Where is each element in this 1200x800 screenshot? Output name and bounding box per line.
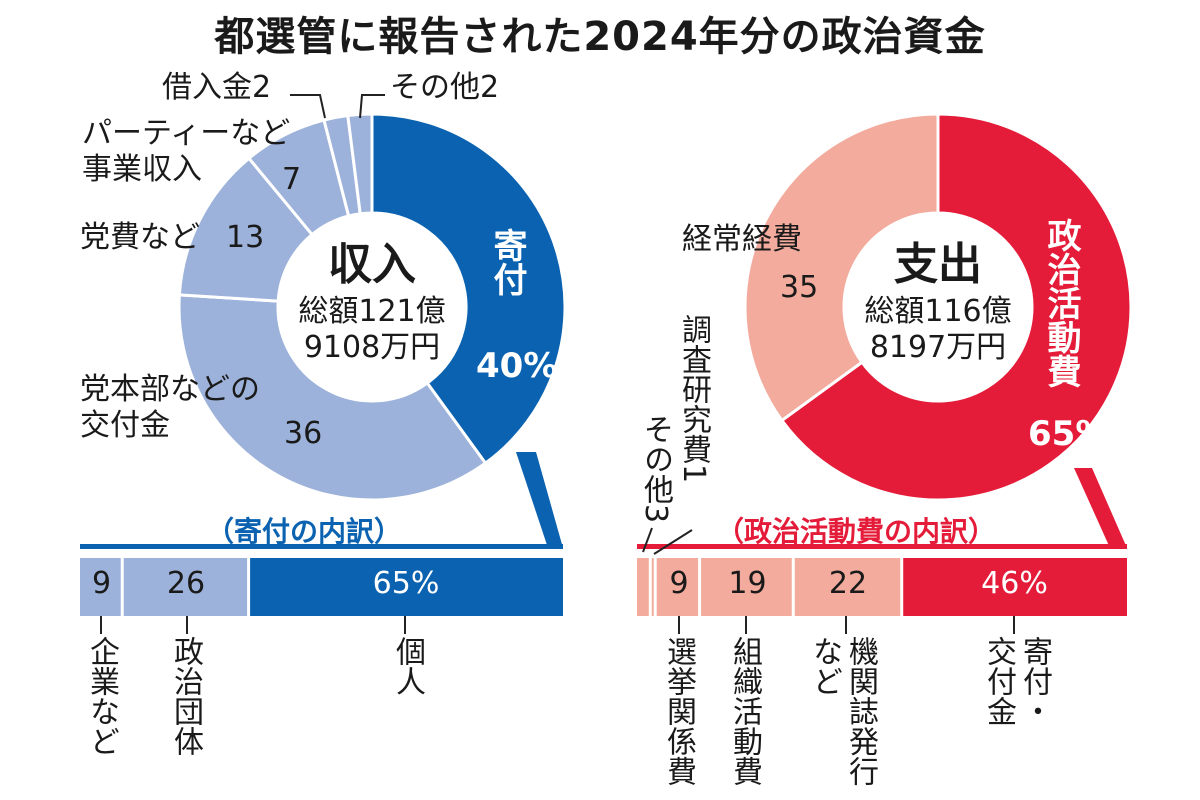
expense-slice-1	[743, 112, 940, 423]
value-political-groups: 26	[166, 566, 206, 601]
donation-bar-segment-1	[123, 558, 248, 616]
expense-total-line1: 総額116億	[864, 294, 1012, 329]
expense-slice-0	[779, 112, 1133, 502]
leader-activity-other	[642, 527, 653, 553]
label-activity-other: その他3	[638, 414, 673, 524]
income-slice-5	[346, 112, 374, 216]
value-party-fees: 13	[226, 220, 265, 255]
value-grants: 36	[284, 416, 323, 451]
value-companies: 9	[91, 566, 112, 601]
income-connector	[516, 452, 563, 548]
leader-research	[653, 529, 693, 555]
activity-bar-segment-4	[794, 558, 901, 616]
value-party-events: 7	[282, 162, 302, 197]
label-party-fees: 党費など	[80, 220, 200, 255]
value-individuals: 65%	[372, 566, 440, 601]
label-donations: 寄付	[487, 228, 527, 296]
expense-center-title: 支出	[894, 239, 982, 290]
income-connector-line	[80, 544, 563, 549]
leader-borrowing	[290, 94, 326, 119]
label-individuals: 個人	[390, 636, 425, 696]
income-total-line1: 総額121億	[298, 294, 446, 329]
income-total-line2: 9108万円	[303, 330, 441, 365]
label-research: 調査研究費1	[676, 314, 711, 484]
label-election: 選挙関係費	[661, 636, 696, 786]
value-organization: 19	[728, 566, 767, 601]
expense-connector	[1074, 468, 1127, 548]
label-donations-grants: 寄付・交付金	[981, 636, 1052, 726]
value-donations: 40%	[476, 346, 558, 386]
label-political-activities: 政治活動費	[1041, 218, 1081, 388]
label-income-other: その他2	[390, 70, 500, 105]
income-center-title: 収入	[328, 239, 416, 290]
activity-bar-segment-5	[903, 558, 1127, 616]
label-grants: 党本部などの交付金	[80, 372, 260, 443]
label-publications: 機関誌発行など	[807, 636, 878, 786]
value-political-activities: 65%	[1028, 414, 1110, 454]
label-political-groups: 政治団体	[168, 636, 203, 756]
expense-connector-line	[637, 544, 1127, 549]
value-election: 9	[669, 566, 689, 601]
label-party-events: パーティーなど事業収入	[82, 116, 291, 187]
label-organization: 組織活動費	[727, 636, 762, 786]
label-companies: 企業など	[84, 636, 119, 756]
donation-bar-segment-0	[80, 558, 121, 616]
label-borrowing: 借入金2	[162, 70, 272, 105]
label-operating: 経常経費	[682, 222, 802, 257]
income-slice-1	[177, 293, 488, 502]
value-publications: 22	[828, 566, 868, 601]
value-operating: 35	[780, 270, 819, 305]
income-slice-0	[370, 112, 567, 466]
donation-bar-segment-2	[250, 558, 563, 616]
activity-bar-segment-3	[701, 558, 792, 616]
value-donations-grants: 46%	[981, 566, 1048, 601]
activity-breakdown-title: （政治活動費の内訳）	[716, 515, 997, 548]
donation-breakdown-title: （寄付の内訳）	[206, 515, 403, 548]
activity-bar-segment-0	[637, 558, 649, 616]
expense-total-line2: 8197万円	[869, 330, 1007, 365]
activity-bar-segment-2	[656, 558, 699, 616]
chart-title: 都選管に報告された2024年分の政治資金	[214, 14, 986, 60]
activity-bar-segment-1	[651, 558, 654, 616]
leader-income-other	[359, 94, 385, 119]
